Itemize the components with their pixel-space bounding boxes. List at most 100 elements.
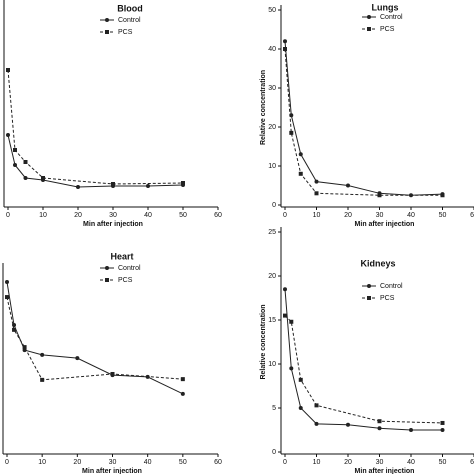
x-tick-label: 20	[344, 459, 352, 466]
y-tick-label: 0	[272, 202, 276, 209]
marker	[111, 182, 115, 186]
x-tick-label: 40	[407, 212, 415, 219]
marker	[75, 356, 80, 361]
x-axis-label: Min after injection	[82, 468, 142, 474]
legend-marker	[105, 18, 109, 22]
marker	[76, 185, 80, 189]
x-tick-label: 0	[6, 212, 10, 219]
x-tick-label: 10	[313, 459, 321, 466]
x-tick-label: 30	[376, 212, 384, 219]
x-tick-label: 60	[214, 459, 222, 466]
marker	[40, 377, 45, 382]
y-axis-label: Relative concentration	[260, 304, 267, 379]
y-tick-label: 10	[268, 361, 276, 368]
marker	[40, 352, 45, 357]
series-line	[7, 69, 184, 185]
marker	[12, 327, 17, 332]
x-tick-label: 60	[214, 212, 222, 219]
chart-title: Kidneys	[360, 258, 395, 268]
y-tick-label: 20	[268, 273, 276, 280]
x-tick-label: 50	[179, 212, 187, 219]
marker	[181, 181, 185, 185]
x-tick-label: 40	[407, 459, 415, 466]
series-line	[284, 48, 443, 196]
marker	[23, 176, 28, 180]
legend-label: Control	[118, 265, 141, 272]
marker	[409, 428, 413, 432]
x-tick-label: 60	[470, 212, 474, 219]
y-tick-label: 25	[268, 229, 276, 236]
marker	[41, 176, 45, 180]
marker	[13, 163, 17, 167]
x-axis-label: Min after injection	[355, 468, 415, 474]
marker	[377, 426, 382, 431]
x-tick-label: 30	[376, 459, 384, 466]
y-tick-label: 10	[268, 163, 276, 170]
x-tick-label: 20	[344, 212, 352, 219]
x-tick-label: 10	[313, 212, 321, 219]
marker	[289, 319, 294, 324]
legend-marker	[367, 296, 371, 300]
x-tick-label: 30	[109, 459, 117, 466]
marker	[289, 366, 294, 371]
y-tick-label: 0	[272, 449, 276, 456]
marker	[283, 39, 287, 44]
marker	[314, 403, 319, 408]
marker	[440, 428, 445, 432]
marker	[440, 420, 445, 425]
marker	[346, 183, 350, 188]
series-line	[284, 41, 443, 196]
marker	[180, 377, 185, 382]
marker	[298, 377, 303, 382]
x-tick-label: 20	[73, 459, 81, 466]
marker	[23, 160, 28, 164]
marker	[6, 133, 10, 137]
legend-label: PCS	[118, 29, 133, 36]
marker	[377, 419, 382, 424]
marker	[314, 179, 319, 184]
marker	[298, 152, 303, 157]
y-tick-label: 40	[268, 46, 276, 53]
y-tick-label: 5	[272, 405, 276, 412]
legend-marker	[105, 30, 109, 34]
marker	[298, 171, 303, 176]
marker	[110, 371, 115, 376]
marker	[283, 287, 287, 292]
legend-label: PCS	[380, 26, 395, 33]
marker	[440, 193, 445, 198]
marker	[283, 313, 287, 318]
legend-marker	[105, 278, 109, 282]
marker	[13, 148, 17, 152]
marker	[22, 345, 27, 350]
x-tick-label: 40	[144, 212, 152, 219]
x-tick-label: 60	[470, 459, 474, 466]
y-axis-label: Relative concentration	[260, 70, 267, 145]
x-tick-label: 40	[144, 459, 152, 466]
marker	[283, 47, 287, 51]
legend-label: Control	[118, 17, 141, 24]
x-axis-label: Min after injection	[83, 221, 143, 228]
legend-marker	[367, 15, 371, 19]
x-tick-label: 50	[439, 212, 447, 219]
y-tick-label: 15	[268, 317, 276, 324]
x-tick-label: 30	[109, 212, 117, 219]
x-tick-label: 0	[283, 459, 287, 466]
marker	[346, 422, 350, 427]
marker	[146, 184, 150, 188]
marker	[180, 391, 185, 396]
legend-marker	[105, 266, 109, 270]
chart-title: Lungs	[372, 2, 399, 12]
marker	[314, 421, 319, 426]
x-tick-label: 10	[39, 212, 47, 219]
x-axis-label: Min after injection	[355, 221, 415, 228]
legend-label: PCS	[380, 295, 395, 302]
y-tick-label: 20	[268, 124, 276, 131]
marker	[377, 193, 382, 198]
marker	[6, 68, 10, 72]
x-tick-label: 20	[74, 212, 82, 219]
marker	[298, 406, 303, 410]
y-tick-label: 30	[268, 85, 276, 92]
x-tick-label: 10	[38, 459, 46, 466]
series-line	[7, 134, 184, 188]
